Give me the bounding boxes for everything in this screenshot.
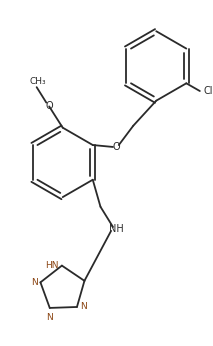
Text: N: N bbox=[46, 313, 53, 322]
Text: N: N bbox=[80, 302, 87, 311]
Text: N: N bbox=[31, 278, 37, 287]
Text: HN: HN bbox=[46, 261, 59, 270]
Text: NH: NH bbox=[109, 224, 123, 234]
Text: CH₃: CH₃ bbox=[29, 77, 46, 86]
Text: O: O bbox=[112, 142, 120, 152]
Text: O: O bbox=[45, 101, 53, 111]
Text: Cl: Cl bbox=[204, 86, 213, 96]
